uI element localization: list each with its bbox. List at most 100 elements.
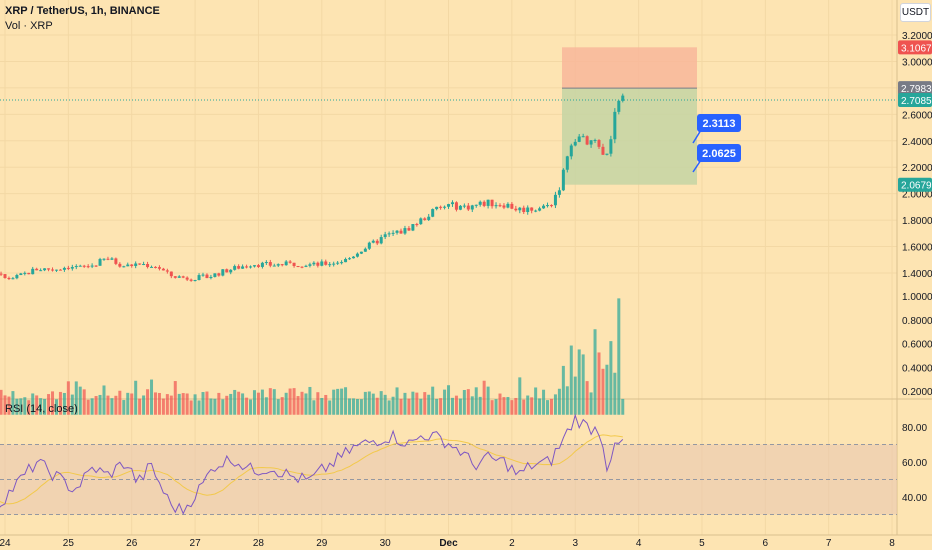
price-callouts[interactable]: 2.3113 2.0625 [692,114,741,173]
candle-body [526,207,530,213]
volume-bar [54,399,58,415]
volume-bar [462,390,466,415]
volume-bar [292,388,296,415]
price-tick-label: 2.6000 [902,110,932,121]
candle-body [3,274,7,278]
target-price-tag-bg [898,177,932,192]
candle-body [98,259,102,266]
candle-body [617,100,621,112]
volume-bar [494,399,498,415]
volume-bar [39,398,43,415]
candle-body [118,263,122,267]
volume-bar [221,399,225,415]
volume-bar [320,398,324,415]
volume-bar [423,392,427,415]
candle-body [494,205,498,207]
candle-body [546,205,550,207]
volume-bar [613,372,617,415]
price-tick-label: 3.2000 [902,31,932,42]
candle-body [201,274,205,276]
volume-tick-label: 0.4000 [902,363,932,374]
callout-pointer [692,129,702,144]
volume-bar [66,381,70,415]
volume-bar [565,386,569,415]
volume-bar [542,389,546,415]
price-tick-label: 2.4000 [902,137,932,148]
volume-bar [526,395,530,415]
time-tick-label: 8 [889,538,895,549]
candle-body [205,274,209,279]
candle-body [482,201,486,206]
volume-bar [284,392,288,415]
volume-bar [391,396,395,415]
time-tick-label: 27 [190,538,202,549]
candle-body [35,268,39,271]
volume-bar [7,396,11,415]
volume-bar [280,397,284,415]
volume-bar [249,399,253,415]
volume-bar [419,398,423,415]
stop-loss-zone [562,47,697,89]
volume-bar [225,395,229,415]
candle-body [466,205,470,210]
volume-bar [276,399,280,415]
volume-bar [510,400,514,415]
time-tick-label: 2 [509,538,515,549]
currency-button[interactable]: USDT [900,3,931,22]
candle-body [383,234,387,238]
candle-body [280,264,284,266]
candle-body [43,268,47,271]
candle-body [605,153,609,155]
volume-bar [308,386,312,415]
candle-body [146,264,150,268]
candle-body [31,268,35,275]
volume-label: Vol · XRP [5,20,53,32]
volume-bar [375,397,379,415]
volume-bar [355,399,359,415]
volume-bar [153,392,157,415]
callout-box [697,144,741,162]
entry-price-tag: 2.7983 [901,84,932,95]
volume-bar [593,329,597,415]
price-tick-label: 2.2000 [902,163,932,174]
candle-body [74,266,78,268]
volume-bar [86,399,90,415]
volume-bar [11,391,15,415]
volume-bar [157,392,161,415]
volume-bar [213,398,217,415]
candle-body [514,208,518,211]
volume-bar [122,400,126,415]
volume-bar [47,394,51,415]
volume-bar [98,394,102,415]
volume-bar [328,400,332,415]
time-tick-label: 3 [572,538,578,549]
volume-bar [233,389,237,415]
volume-bar [106,395,110,415]
candle-body [613,111,617,140]
rsi-label: RSI (14, close) [5,403,78,415]
volume-bar [229,393,233,415]
volume-bar [185,393,189,415]
candle-body [229,269,233,273]
candle-body [249,266,253,268]
volume-bar [245,397,249,415]
volume-tick-label: 0.2000 [902,387,932,398]
candle-body [565,156,569,170]
candle-body [126,264,130,267]
volume-bar [110,398,114,415]
volume-bar [486,386,490,415]
candle-body [106,258,110,260]
volume-bar [15,398,19,415]
candle-body [371,240,375,243]
volume-bar [181,393,185,415]
candle-body [54,269,58,271]
volume-bar [534,387,538,415]
candle-body [589,140,593,145]
candle-body [336,262,340,264]
entry-price-tag-bg [898,81,932,96]
time-tick-label: 7 [826,538,832,549]
volume-bar [530,397,534,415]
volume-bar [82,389,86,415]
candle-body [272,265,276,267]
